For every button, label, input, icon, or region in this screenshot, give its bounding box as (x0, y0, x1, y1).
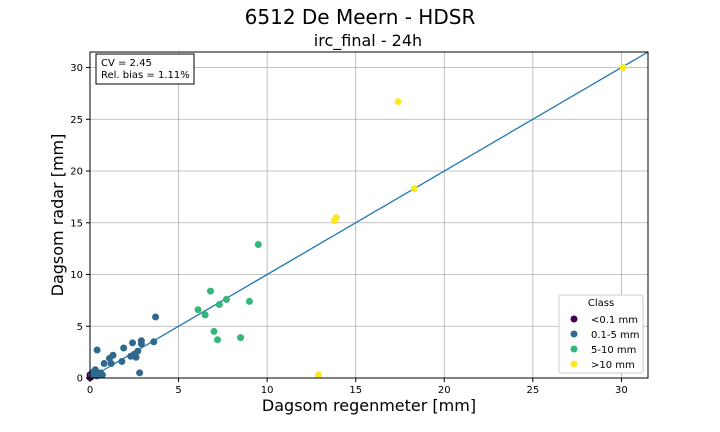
y-tick-label: 30 (70, 63, 83, 74)
legend-label: <0.1 mm (591, 315, 638, 326)
x-tick-label: 30 (615, 385, 628, 396)
data-point (150, 338, 158, 346)
data-point (315, 371, 323, 379)
legend-label: >10 mm (591, 360, 635, 371)
y-tick-label: 0 (77, 374, 83, 385)
legend-marker (570, 315, 578, 323)
chart-subtitle: irc_final - 24h (314, 31, 422, 51)
plot-area-frame (89, 51, 649, 379)
data-point (109, 351, 117, 359)
x-tick-label: 5 (175, 385, 181, 396)
data-point (134, 347, 142, 355)
data-points (86, 64, 627, 381)
data-point (100, 360, 108, 368)
legend-title: Class (588, 298, 614, 309)
legend-items: <0.1 mm 0.1-5 mm 5-10 mm >10 mm (570, 315, 640, 371)
legend-marker (570, 330, 578, 338)
y-tick-label: 15 (70, 218, 83, 229)
x-tick-label: 10 (261, 385, 274, 396)
data-point (129, 339, 137, 347)
data-point (394, 98, 402, 106)
data-point (132, 353, 140, 361)
series-3 (315, 64, 627, 379)
chart-title: 6512 De Meern - HDSR (245, 5, 476, 29)
x-tick-label: 20 (438, 385, 451, 396)
data-point (254, 240, 262, 248)
fit-line (89, 51, 649, 379)
fit-line-layer (89, 51, 649, 379)
y-axis-ticks: 0 5 10 15 20 25 30 (70, 63, 90, 385)
data-point (332, 214, 340, 222)
data-point (215, 301, 223, 309)
x-tick-label: 25 (526, 385, 539, 396)
legend-label: 0.1-5 mm (591, 330, 640, 341)
data-point (98, 371, 106, 379)
data-point (245, 297, 253, 305)
legend-label: 5-10 mm (591, 345, 636, 356)
data-point (152, 313, 160, 321)
grid (89, 52, 648, 379)
data-point (93, 346, 101, 354)
y-tick-label: 5 (77, 322, 83, 333)
data-point (214, 336, 222, 344)
stats-box: CV = 2.45 Rel. bias = 1.11% (95, 53, 195, 85)
y-tick-label: 10 (70, 270, 83, 281)
data-point (210, 327, 218, 335)
data-point (206, 287, 214, 295)
data-point (137, 337, 145, 345)
series-1 (88, 313, 160, 380)
data-point (120, 344, 128, 352)
y-tick-label: 25 (70, 115, 83, 126)
data-point (118, 357, 126, 365)
data-point (410, 185, 418, 193)
legend: Class <0.1 mm 0.1-5 mm 5-10 mm >10 mm (558, 294, 644, 374)
y-axis-label: Dagsom radar [mm] (48, 134, 67, 297)
stats-box-frame (95, 53, 195, 85)
legend-marker (570, 345, 578, 353)
series-2 (194, 240, 262, 344)
x-axis-label: Dagsom regenmeter [mm] (262, 396, 476, 415)
data-point (237, 334, 245, 342)
data-point (194, 306, 202, 314)
data-point (136, 369, 144, 377)
legend-marker (570, 360, 578, 368)
data-point (201, 311, 209, 319)
y-tick-label: 20 (70, 167, 83, 178)
stats-cv: CV = 2.45 (101, 58, 152, 69)
x-axis-ticks: 0 5 10 15 20 25 30 (87, 378, 628, 396)
legend-frame (558, 294, 644, 374)
data-point (619, 64, 627, 72)
x-tick-label: 15 (349, 385, 362, 396)
stats-bias: Rel. bias = 1.11% (101, 70, 190, 81)
x-tick-label: 0 (87, 385, 93, 396)
data-point (222, 295, 230, 303)
data-point (107, 360, 115, 368)
